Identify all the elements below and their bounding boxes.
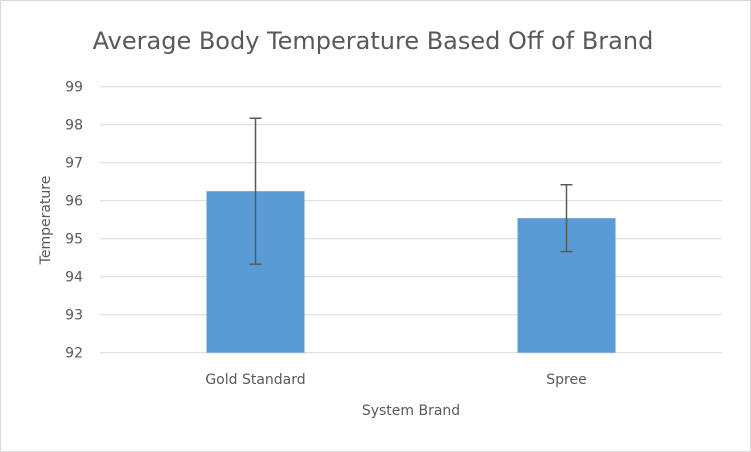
x-axis-label: System Brand xyxy=(362,403,460,419)
y-tick-label: 98 xyxy=(65,118,83,134)
y-tick-label: 97 xyxy=(65,156,83,172)
y-tick-label: 92 xyxy=(65,346,83,362)
x-tick-label: Gold Standard xyxy=(205,372,305,388)
y-axis-label: Temperature xyxy=(38,176,54,266)
x-tick-label: Spree xyxy=(546,372,586,388)
y-tick-label: 95 xyxy=(65,232,83,248)
y-tick-label: 94 xyxy=(65,270,83,286)
y-tick-label: 99 xyxy=(65,80,83,96)
chart-title: Average Body Temperature Based Off of Br… xyxy=(93,27,654,55)
y-tick-label: 93 xyxy=(65,308,83,324)
y-tick-label: 96 xyxy=(65,194,83,210)
